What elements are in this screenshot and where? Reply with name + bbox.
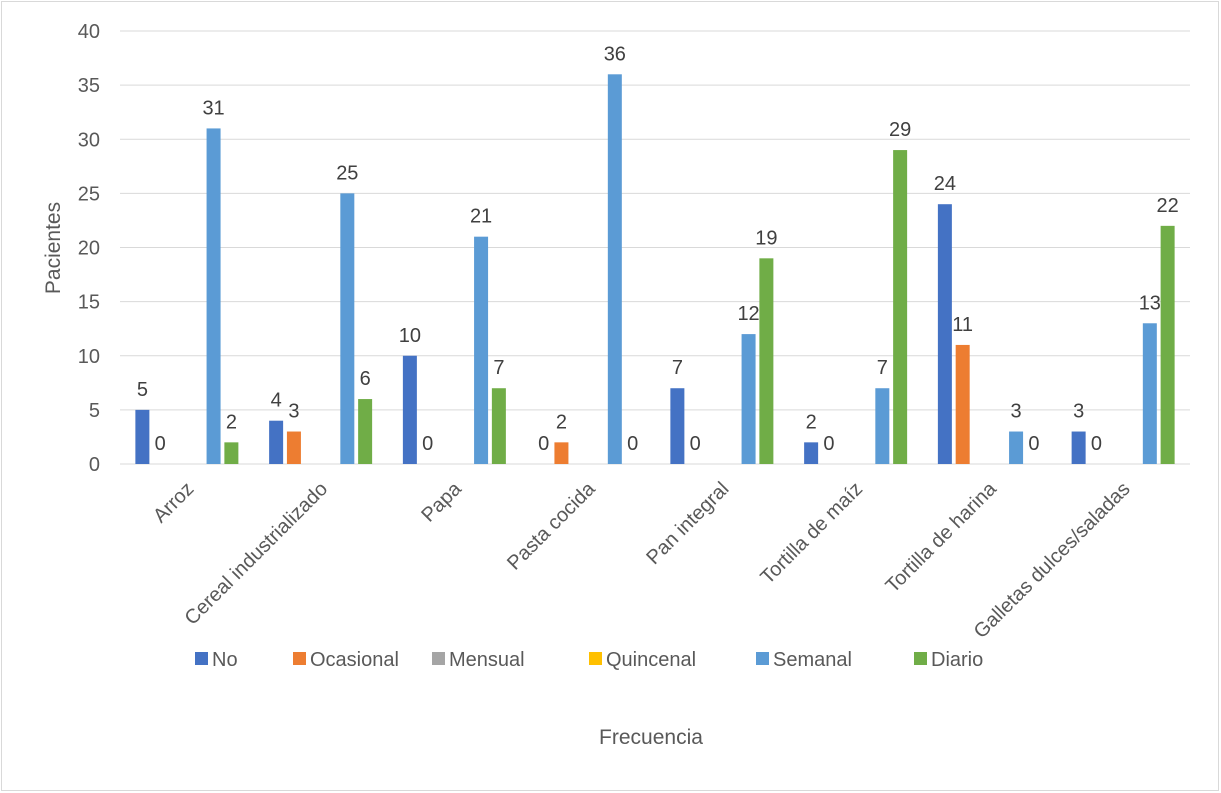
data-label: 6 [360, 368, 371, 390]
data-label: 3 [288, 401, 299, 423]
legend-swatch [195, 652, 208, 665]
bar-semanal [607, 74, 622, 465]
bar-semanal [1009, 431, 1024, 464]
x-tick-label: Pan integral [642, 478, 733, 569]
data-label: 2 [806, 411, 817, 433]
bar-diario [893, 150, 908, 464]
x-tick-label: Cereal industrializado [181, 478, 333, 630]
data-label: 10 [399, 325, 421, 347]
data-label: 11 [952, 314, 973, 336]
data-label: 0 [1028, 433, 1039, 455]
bar-diario [1160, 225, 1175, 464]
x-tick-label: Galletas dulces/saladas [970, 478, 1135, 643]
data-label: 13 [1139, 292, 1161, 314]
data-label: 0 [155, 433, 166, 455]
y-axis-title: Pacientes [42, 202, 65, 294]
bar-semanal [340, 193, 355, 464]
y-tick-label: 35 [78, 75, 100, 97]
x-tick-label: Pasta cocida [503, 477, 600, 574]
bar-semanal [474, 236, 489, 464]
legend-swatch [293, 652, 306, 665]
legend-swatch [432, 652, 445, 665]
data-label: 29 [889, 119, 911, 141]
x-tick-label: Tortilla de maíz [756, 478, 867, 589]
data-label: 2 [556, 411, 567, 433]
y-tick-label: 10 [78, 346, 100, 368]
data-label: 36 [604, 43, 626, 65]
x-axis-title: Frecuencia [599, 726, 703, 749]
legend-swatch [589, 652, 602, 665]
y-tick-label: 30 [78, 129, 100, 151]
data-label: 0 [690, 433, 701, 455]
data-label: 0 [538, 433, 549, 455]
bars [135, 74, 1175, 465]
data-label: 24 [934, 173, 956, 195]
y-tick-label: 0 [89, 454, 100, 476]
bar-diario [491, 388, 506, 464]
data-label: 19 [755, 227, 777, 249]
data-label: 0 [627, 433, 638, 455]
x-tick-label: Arroz [149, 478, 198, 527]
bar-diario [759, 258, 774, 464]
data-label: 3 [1073, 401, 1084, 423]
x-tick-label: Tortilla de harina [882, 477, 1002, 597]
legend-label: Diario [931, 649, 983, 671]
bar-semanal [741, 334, 756, 464]
bar-no [402, 355, 417, 464]
y-tick-label: 15 [78, 292, 100, 314]
data-label: 21 [470, 206, 492, 228]
legend-label: Semanal [773, 649, 852, 671]
bar-ocasional [955, 344, 970, 464]
data-label: 7 [877, 357, 888, 379]
data-label: 7 [493, 357, 504, 379]
data-label: 0 [1091, 433, 1102, 455]
data-label: 0 [422, 433, 433, 455]
y-axis-ticks: 0 5 10 15 20 25 30 35 40 [78, 21, 100, 476]
legend: No Ocasional Mensual Quincenal Semanal Diario [195, 649, 983, 671]
data-label: 5 [137, 379, 148, 401]
data-label: 25 [336, 162, 358, 184]
y-tick-label: 20 [78, 238, 100, 260]
data-label: 2 [226, 411, 237, 433]
bar-no [269, 420, 284, 464]
bar-diario [224, 442, 239, 464]
bar-ocasional [554, 442, 569, 464]
bar-no [804, 442, 819, 464]
legend-label: No [212, 649, 238, 671]
legend-label: Quincenal [606, 649, 696, 671]
legend-swatch [914, 652, 927, 665]
bar-ocasional [286, 431, 301, 464]
y-tick-label: 40 [78, 21, 100, 43]
data-label: 0 [823, 433, 834, 455]
bar-diario [358, 399, 373, 464]
y-tick-label: 5 [89, 400, 100, 422]
bar-semanal [1142, 323, 1157, 464]
bar-no [135, 409, 150, 464]
bar-no [670, 388, 685, 464]
x-tick-label: Papa [417, 477, 466, 526]
bar-no [1071, 431, 1086, 464]
legend-label: Mensual [449, 649, 525, 671]
data-label: 7 [672, 357, 683, 379]
data-label: 12 [737, 303, 759, 325]
y-tick-label: 25 [78, 183, 100, 205]
legend-label: Ocasional [310, 649, 399, 671]
bar-semanal [875, 388, 890, 464]
bar-semanal [206, 128, 221, 465]
bar-no [937, 204, 952, 464]
legend-swatch [756, 652, 769, 665]
data-label: 22 [1157, 195, 1179, 217]
data-label: 3 [1011, 401, 1022, 423]
data-label: 4 [271, 390, 282, 412]
data-label: 31 [202, 97, 224, 119]
